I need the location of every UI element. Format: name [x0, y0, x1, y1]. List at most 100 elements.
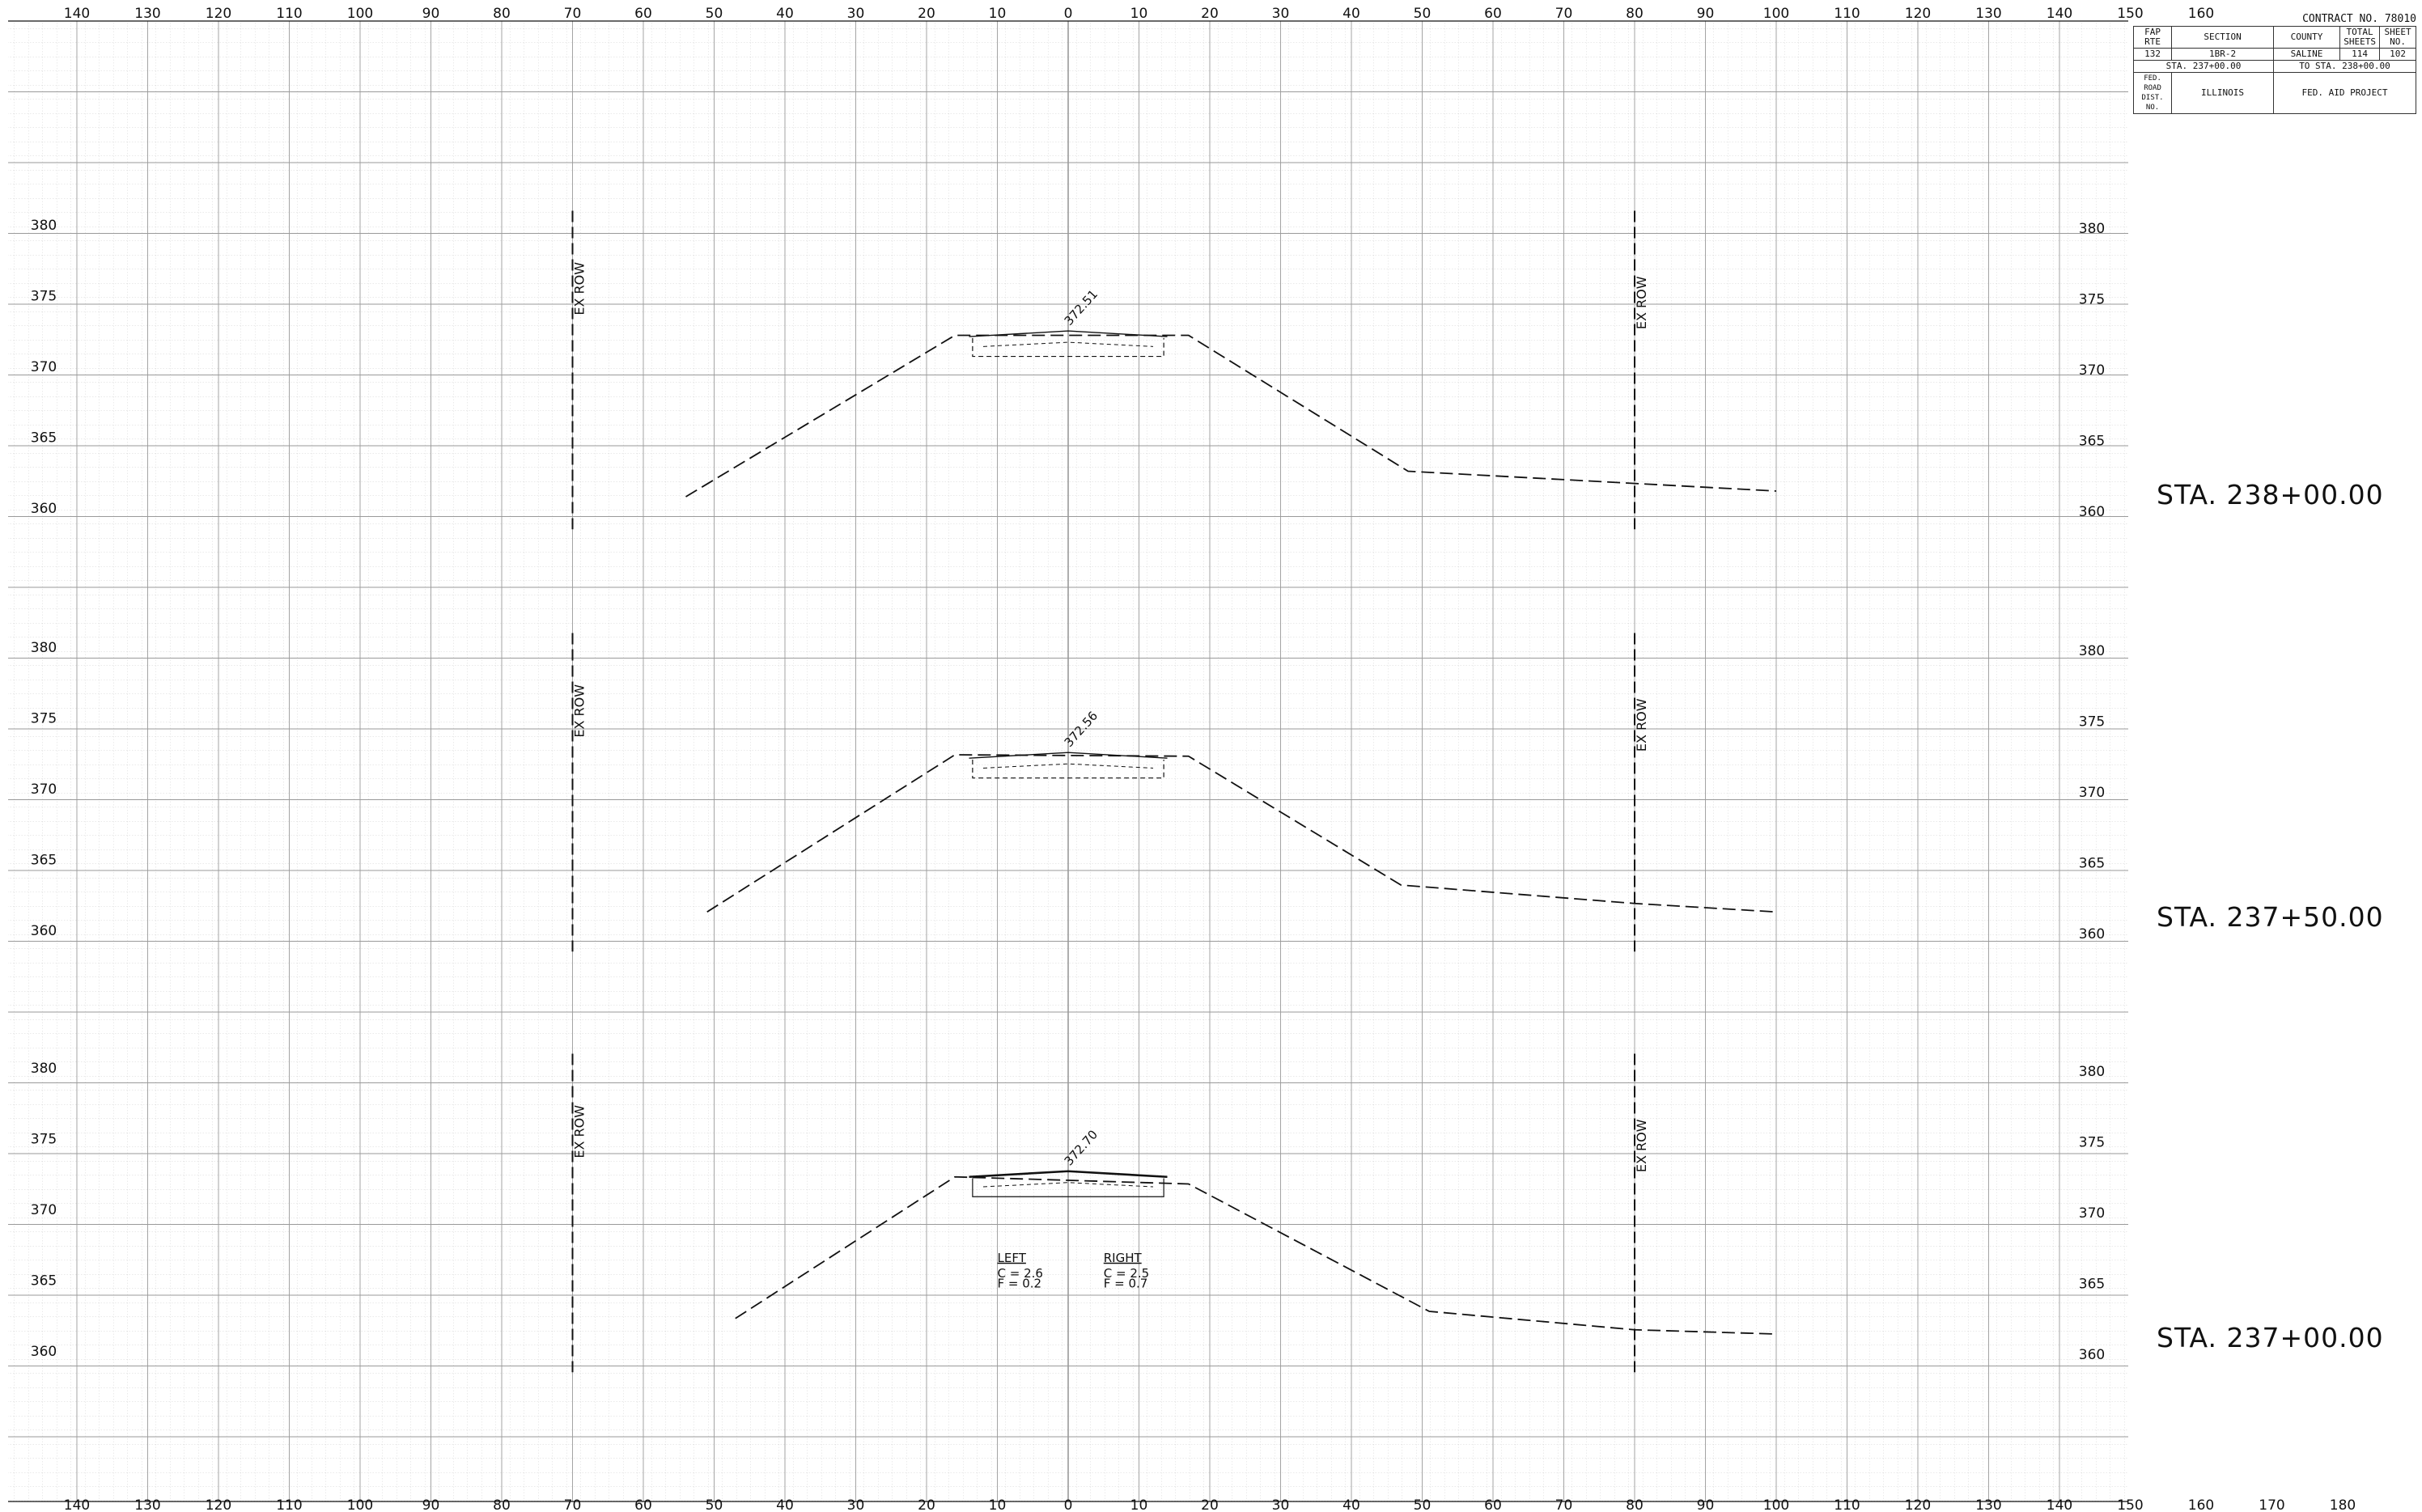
tb-total: 114	[2339, 48, 2381, 61]
tb-sheet: 102	[2379, 48, 2416, 61]
bottom-axis-label: 30	[1272, 1497, 1290, 1512]
top-axis-label: 130	[1975, 6, 2001, 22]
contract-number: CONTRACT NO. 78010	[2302, 13, 2416, 25]
existing-ground-line	[685, 334, 1777, 498]
proposed-surface-line	[969, 752, 1168, 759]
bottom-axis-label: 60	[1484, 1497, 1502, 1512]
tb-sheet-header: SHEET NO.	[2379, 26, 2416, 49]
elevation-label-right: 370	[2079, 785, 2105, 801]
bottom-axis-label: 100	[1763, 1497, 1789, 1512]
ex-row-label-right: EX ROW	[1634, 1119, 1649, 1172]
elevation-label-left: 375	[31, 1132, 57, 1148]
bottom-axis-label: 30	[847, 1497, 865, 1512]
elevation-label-left: 370	[31, 1202, 57, 1218]
top-axis-label: 20	[1201, 6, 1219, 22]
top-axis-label: 150	[2117, 6, 2143, 22]
elevation-label-right: 360	[2079, 926, 2105, 942]
station-label: STA. 237+50.00	[2157, 901, 2384, 933]
tb-rte: 132	[2132, 48, 2173, 61]
elevation-label-right: 380	[2079, 643, 2105, 659]
elevation-label-left: 360	[31, 501, 57, 517]
bottom-axis-label: 110	[276, 1497, 302, 1512]
title-block-table: FAP RTE SECTION COUNTY TOTAL SHEETS SHEE…	[2132, 26, 2417, 114]
top-axis-label: 100	[347, 6, 373, 22]
bottom-axis-label: 170	[2259, 1497, 2284, 1512]
elevation-label-right: 360	[2079, 1347, 2105, 1363]
elevation-axis: 380 380 375 375 370 370 365 365 360 360 380 380 375 3…	[31, 218, 2105, 1363]
area-right-fill: F = 0.7	[1104, 1276, 1148, 1290]
bottom-axis-label: 10	[989, 1497, 1007, 1512]
top-axis-label: 40	[776, 6, 794, 22]
tb-total-header: TOTAL SHEETS	[2339, 26, 2381, 49]
top-axis: 140 130 120 110 100 90 80 70 60 50 40 30 20 10 0 10 20 30…	[64, 6, 2214, 22]
top-axis-label: 110	[1834, 6, 1860, 22]
area-right-header: RIGHT	[1104, 1251, 1143, 1265]
ex-row-label-left: EX ROW	[572, 1105, 587, 1158]
elevation-label-left: 360	[31, 923, 57, 939]
top-axis-label: 70	[1555, 6, 1573, 22]
tb-county-header: COUNTY	[2272, 26, 2341, 49]
bottom-axis-label: 0	[1064, 1497, 1073, 1512]
area-left-header: LEFT	[998, 1251, 1027, 1265]
top-axis-label: 10	[989, 6, 1007, 22]
elevation-label-left: 370	[31, 781, 57, 798]
top-axis-label: 30	[1272, 6, 1290, 22]
elevation-label-right: 375	[2079, 714, 2105, 731]
title-block: CONTRACT NO. 78010 FAP RTE SECTION COUNT…	[2132, 13, 2417, 114]
top-axis-label: 90	[1697, 6, 1715, 22]
station-label: STA. 238+00.00	[2157, 479, 2384, 510]
bottom-axis-label: 40	[1342, 1497, 1360, 1512]
bottom-axis-label: 40	[776, 1497, 794, 1512]
pavement-box	[972, 337, 1164, 358]
top-axis-label: 80	[1626, 6, 1644, 22]
top-axis-label: 160	[2188, 6, 2214, 22]
top-axis-label: 30	[847, 6, 865, 22]
existing-ground-line	[735, 1175, 1777, 1335]
elevation-label-left: 380	[31, 1061, 57, 1077]
top-axis-label: 50	[706, 6, 723, 22]
bottom-axis-label: 140	[64, 1497, 90, 1512]
elevation-label-left: 360	[31, 1344, 57, 1360]
top-axis-label: 70	[564, 6, 582, 22]
elevation-label-right: 375	[2079, 1135, 2105, 1151]
elevation-label-right: 360	[2079, 504, 2105, 520]
elevation-label-right: 380	[2079, 1064, 2105, 1080]
ex-row-label-right: EX ROW	[1634, 276, 1649, 329]
bottom-axis-label: 90	[1697, 1497, 1715, 1512]
top-axis-label: 60	[1484, 6, 1502, 22]
top-axis-label: 110	[276, 6, 302, 22]
bottom-axis-label: 160	[2188, 1497, 2214, 1512]
top-axis-label: 20	[918, 6, 935, 22]
bottom-axis-label: 130	[134, 1497, 160, 1512]
top-axis-label: 120	[206, 6, 231, 22]
top-axis-label: 50	[1414, 6, 1432, 22]
proposed-surface-line	[969, 330, 1168, 337]
subgrade-line	[982, 1182, 1154, 1188]
bottom-axis-label: 150	[2117, 1497, 2143, 1512]
bottom-axis-label: 50	[706, 1497, 723, 1512]
bottom-axis-label: 20	[1201, 1497, 1219, 1512]
bottom-axis-label: 10	[1130, 1497, 1148, 1512]
top-axis-label: 80	[493, 6, 511, 22]
elevation-label-right: 365	[2079, 856, 2105, 872]
bottom-axis-label: 70	[1555, 1497, 1573, 1512]
tb-sta-to: TO STA. 238+00.00	[2272, 60, 2417, 73]
elevation-label-right: 370	[2079, 1205, 2105, 1222]
top-axis-label: 40	[1342, 6, 1360, 22]
elevation-label-left: 370	[31, 359, 57, 375]
elevation-label-left: 365	[31, 853, 57, 869]
bottom-axis-label: 80	[493, 1497, 511, 1512]
bottom-axis-label: 80	[1626, 1497, 1644, 1512]
top-axis-label: 10	[1130, 6, 1148, 22]
tb-county: SALINE	[2272, 48, 2341, 61]
bottom-axis-label: 120	[1905, 1497, 1931, 1512]
tb-section-header: SECTION	[2171, 26, 2274, 49]
top-axis-label: 0	[1064, 6, 1073, 22]
top-axis-label: 120	[1905, 6, 1931, 22]
bottom-axis-label: 20	[918, 1497, 935, 1512]
bottom-axis-label: 140	[2047, 1497, 2072, 1512]
top-axis-label: 60	[634, 6, 652, 22]
area-left-fill: F = 0.2	[998, 1276, 1042, 1290]
pavement-box	[972, 759, 1164, 779]
elevation-label-right: 375	[2079, 292, 2105, 308]
